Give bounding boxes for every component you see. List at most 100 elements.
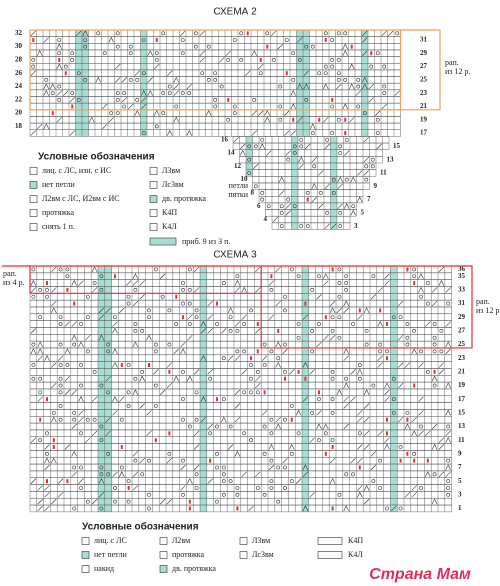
stitch-symbol [282,457,288,464]
stitch-symbol [413,458,416,463]
stitch-column [302,341,309,348]
stitch-symbol [397,416,404,423]
stitch-symbol [221,492,226,497]
stitch-symbol [232,38,237,42]
stitch-column [200,491,207,499]
row-number: 3 [354,222,358,230]
stitch-symbol [370,464,377,471]
stitch-symbol [221,397,226,402]
stitch-symbol [249,363,253,367]
stitch-symbol [58,417,63,422]
stitch-column [200,436,207,444]
stitch-symbol [342,43,349,50]
stitch-symbol [371,274,376,279]
stitch-column [302,429,309,437]
stitch-symbol [37,485,43,491]
stitch-symbol [37,498,43,505]
stitch-symbol [31,342,36,347]
stitch-column [302,279,309,287]
stitch-symbol [418,273,424,279]
stitch-symbol [85,349,90,354]
stitch-symbol [56,43,63,50]
stitch-symbol [79,431,83,436]
stitch-symbol [331,444,334,449]
stitch-symbol [283,486,287,490]
stitch-symbol [181,301,185,306]
stitch-symbol [232,104,237,109]
stitch-symbol [215,322,219,326]
stitch-symbol [45,294,49,299]
stitch-symbol [256,349,259,354]
stitch-symbol [384,396,390,402]
stitch-symbol [91,396,98,402]
stitch-symbol [180,348,186,355]
stitch-symbol [31,363,36,367]
stitch-symbol [205,109,212,116]
legend-symbol [159,537,168,545]
stitch-symbol [411,416,417,423]
stitch-symbol [302,314,309,320]
stitch-symbol [213,104,218,109]
stitch-symbol [82,30,89,36]
stitch-symbol [432,383,437,388]
stitch-symbol [378,458,383,463]
stitch-column [75,83,82,90]
stitch-symbol [44,492,50,498]
stitch-symbol [36,50,43,56]
stitch-symbol [337,335,342,340]
stitch-symbol [43,123,50,130]
stitch-symbol [71,423,77,430]
stitch-symbol [99,438,104,443]
stitch-symbol [242,390,247,395]
stitch-symbol [438,369,445,375]
stitch-symbol [235,274,240,279]
stitch-symbol [38,315,43,320]
stitch-symbol [324,315,327,320]
stitch-column [390,477,398,485]
stitch-symbol [221,281,226,285]
stitch-symbol [316,341,322,348]
stitch-column [296,123,303,130]
stitch-symbol [108,117,114,123]
stitch-column [330,136,337,144]
stitch-symbol [132,389,139,395]
stitch-symbol [58,404,63,408]
stitch-symbol [221,479,226,484]
stitch-symbol [343,348,349,355]
stitch-column [330,169,337,177]
stitch-symbol [318,191,323,195]
stitch-symbol [64,348,71,355]
stitch-symbol [166,498,173,505]
stitch-symbol [187,477,193,484]
stitch-symbol [154,438,157,443]
stitch-symbol [363,389,370,395]
stitch-column [302,354,309,362]
stitch-symbol [85,499,90,504]
stitch-symbol [336,389,343,395]
stitch-symbol [299,137,304,142]
stitch-symbol [302,505,309,512]
stitch-symbol [397,300,404,307]
row-number: 24 [15,82,23,90]
row-number: 22 [15,95,23,103]
stitch-symbol [275,361,281,368]
stitch-symbol [120,444,123,449]
stitch-symbol [343,77,348,82]
stitch-symbol [337,183,343,189]
stitch-column [75,69,82,77]
stitch-column [200,464,207,471]
legend-label: К4Л [348,550,363,559]
stitch-column [390,429,398,437]
stitch-symbol [235,486,240,490]
stitch-symbol [285,71,288,76]
stitch-symbol [234,321,241,327]
stitch-column [291,216,298,223]
stitch-symbol [324,223,330,229]
stitch-symbol [71,334,77,341]
stitch-column [390,375,398,383]
stitch-symbol [181,281,185,285]
stitch-column [291,222,298,230]
stitch-symbol [140,328,145,333]
stitch-column [291,182,298,190]
stitch-symbol [292,151,297,155]
